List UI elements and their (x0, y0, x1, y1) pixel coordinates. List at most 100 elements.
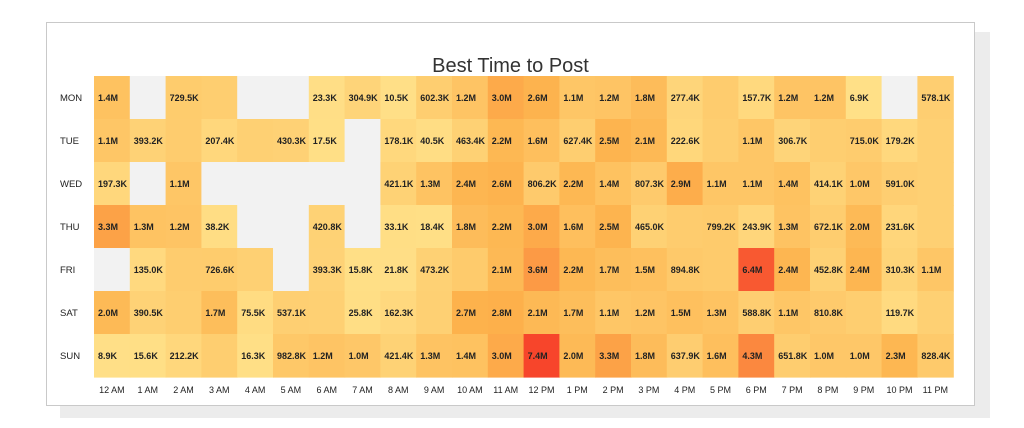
heatmap-cell (380, 334, 417, 378)
heatmap-cell (810, 205, 847, 249)
cell-value-label: 135.0K (134, 265, 164, 275)
cell-value-label: 310.3K (886, 265, 916, 275)
cell-value-label: 10.5K (384, 93, 409, 103)
heatmap-cell (416, 334, 453, 378)
heatmap-cell (308, 76, 346, 120)
heatmap-cell (94, 291, 131, 335)
cell-value-label: 1.5M (635, 265, 655, 275)
x-tick-label: 4 AM (245, 385, 266, 395)
heatmap-cell (702, 162, 739, 206)
heatmap-cell (523, 248, 560, 292)
x-tick-label: 7 PM (782, 385, 803, 395)
heatmap-cell (738, 291, 775, 335)
x-tick-label: 2 AM (173, 385, 194, 395)
cell-value-label: 38.2K (205, 222, 230, 232)
cell-value-label: 2.9M (671, 179, 691, 189)
cell-value-label: 25.8K (349, 308, 374, 318)
cell-value-label: 1.2M (456, 93, 476, 103)
x-tick-label: 9 PM (853, 385, 874, 395)
x-tick-label: 5 AM (281, 385, 302, 395)
heatmap-cell (201, 119, 238, 163)
cell-value-label: 894.8K (671, 265, 701, 275)
heatmap-cell (129, 162, 167, 206)
cell-value-label: 1.2M (170, 222, 190, 232)
cell-value-label: 1.2M (635, 308, 655, 318)
heatmap-cell (559, 205, 596, 249)
cell-value-label: 1.2M (599, 93, 619, 103)
cell-value-label: 537.1K (277, 308, 307, 318)
cell-value-label: 119.7K (886, 308, 915, 318)
heatmap-cell (738, 119, 775, 163)
cell-value-label: 420.8K (313, 222, 343, 232)
cell-value-label: 1.1M (742, 179, 762, 189)
cell-value-label: 1.1M (98, 136, 118, 146)
x-tick-label: 8 AM (388, 385, 409, 395)
heatmap-cell (237, 248, 274, 292)
cell-value-label: 2.7M (456, 308, 476, 318)
heatmap-cell (165, 248, 202, 292)
heatmap-cell (881, 248, 918, 292)
heatmap-cell (487, 205, 525, 249)
cell-value-label: 2.6M (492, 179, 512, 189)
heatmap-cell (631, 248, 668, 292)
heatmap-cell (631, 76, 668, 120)
heatmap-cell (702, 76, 739, 120)
heatmap-cell (452, 162, 489, 206)
heatmap-cell (201, 205, 238, 249)
heatmap-cell (702, 119, 739, 163)
cell-value-label: 306.7K (778, 136, 808, 146)
cell-value-label: 1.3M (778, 222, 798, 232)
heatmap-cell (917, 291, 954, 335)
heatmap-cell (702, 205, 739, 249)
cell-value-label: 17.5K (313, 136, 338, 146)
cell-value-label: 15.8K (349, 265, 374, 275)
heatmap-cell (165, 334, 202, 378)
heatmap-cell (273, 205, 310, 249)
heatmap-cell (344, 334, 381, 378)
cell-value-label: 2.3M (886, 351, 906, 361)
heatmap-cell (487, 291, 525, 335)
heatmap-cell (595, 119, 632, 163)
heatmap-cell (595, 205, 632, 249)
heatmap-cell (738, 162, 775, 206)
y-tick-label: SAT (60, 308, 78, 319)
heatmap-cell (666, 119, 704, 163)
heatmap-cell (237, 291, 274, 335)
heatmap-cell (129, 76, 167, 120)
cell-value-label: 828.4K (921, 351, 951, 361)
cell-value-label: 2.0M (563, 351, 583, 361)
cell-value-label: 807.3K (635, 179, 665, 189)
heatmap-cell (810, 291, 847, 335)
cell-value-label: 18.4K (420, 222, 445, 232)
heatmap-cell (487, 334, 525, 378)
cell-value-label: 473.2K (420, 265, 450, 275)
heatmap-cell (881, 334, 918, 378)
cell-value-label: 1.1M (778, 308, 798, 318)
cell-value-label: 3.3M (599, 351, 619, 361)
cell-value-label: 1.2M (313, 351, 333, 361)
heatmap-cell (702, 334, 739, 378)
heatmap-cell (774, 76, 811, 120)
cell-value-label: 6.9K (850, 93, 870, 103)
y-tick-label: WED (60, 179, 82, 190)
heatmap-cell (308, 334, 346, 378)
heatmap-cell (237, 119, 274, 163)
cell-value-label: 1.1M (599, 308, 619, 318)
cell-value-label: 1.4M (98, 93, 118, 103)
heatmap-cell (344, 162, 381, 206)
cell-value-label: 277.4K (671, 93, 701, 103)
heatmap-cell (344, 119, 381, 163)
cell-value-label: 16.3K (241, 351, 266, 361)
heatmap-cell (845, 205, 883, 249)
cell-value-label: 40.5K (420, 136, 445, 146)
heatmap-cell (380, 205, 417, 249)
cell-value-label: 2.4M (850, 265, 870, 275)
heatmap-cell (845, 119, 883, 163)
heatmap-cell (201, 162, 238, 206)
cell-value-label: 2.2M (492, 222, 512, 232)
heatmap-cell (702, 291, 739, 335)
heatmap-cell (845, 334, 883, 378)
cell-value-label: 2.2M (563, 265, 583, 275)
cell-value-label: 1.3M (707, 308, 727, 318)
